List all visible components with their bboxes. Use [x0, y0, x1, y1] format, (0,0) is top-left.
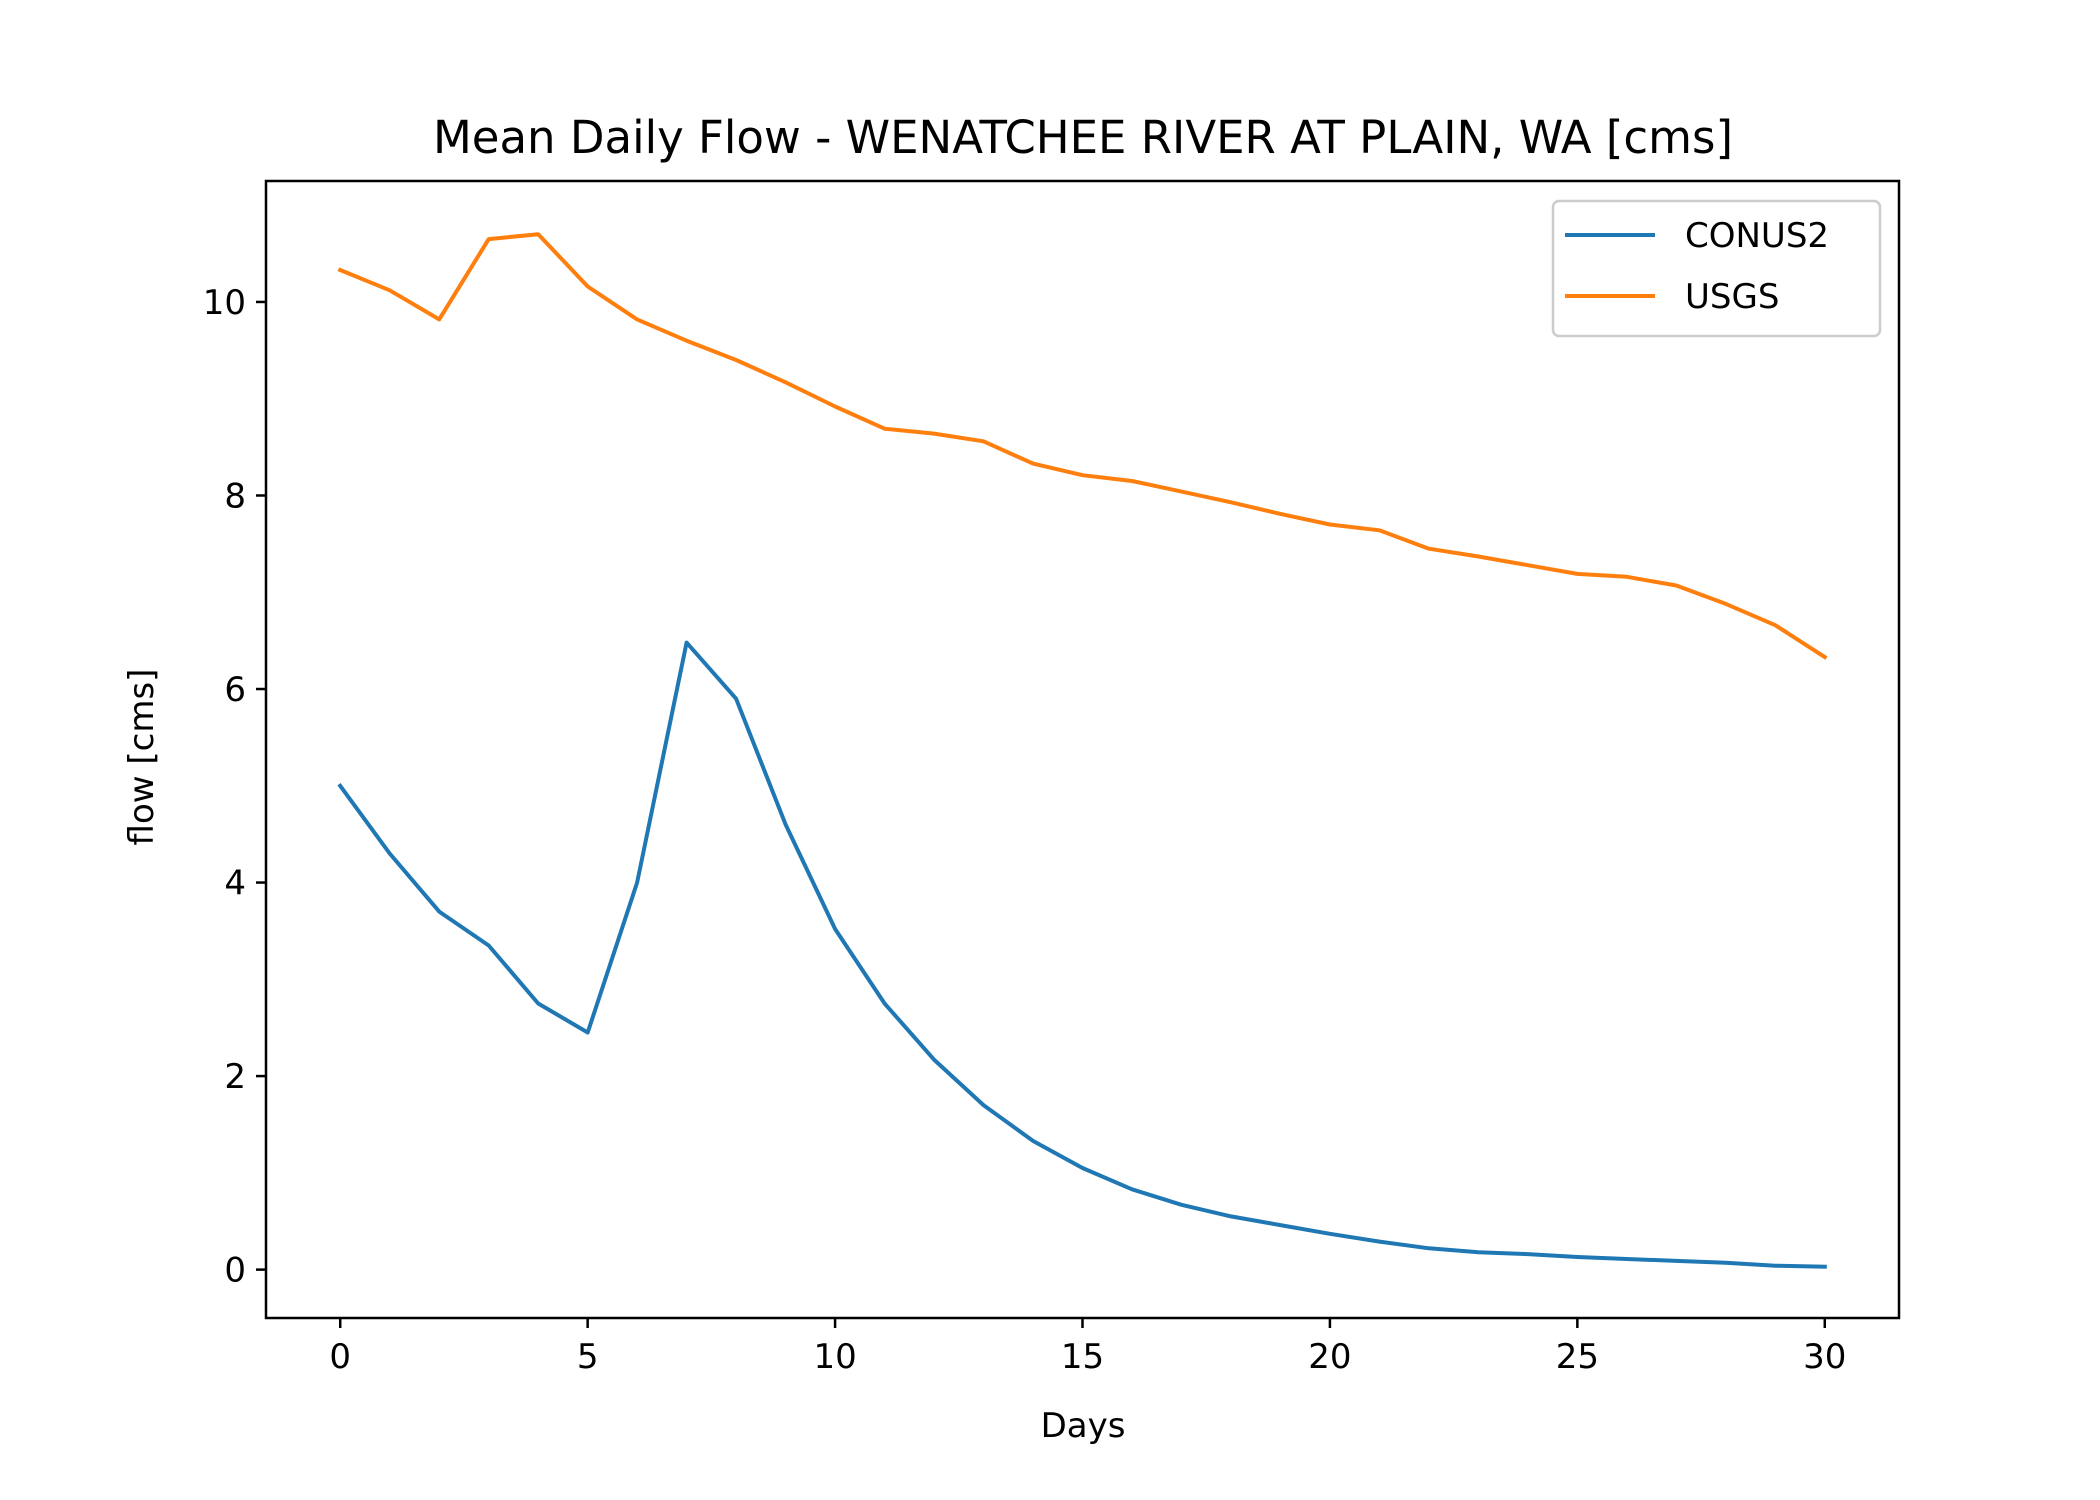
legend-label-conus2: CONUS2: [1685, 216, 1829, 256]
chart-title: Mean Daily Flow - WENATCHEE RIVER AT PLA…: [433, 111, 1733, 164]
y-axis-label: flow [cms]: [122, 669, 162, 846]
x-axis-label: Days: [1041, 1406, 1126, 1446]
x-tick-label: 10: [813, 1337, 856, 1377]
series-line-conus2: [337, 640, 1827, 1269]
x-tick-label: 20: [1308, 1337, 1351, 1377]
plot-area: 0 5 10 15 20 25 30 0 2 4 6 8 10: [203, 179, 1901, 1377]
x-tick-label: 15: [1061, 1337, 1104, 1377]
x-tick-label: 25: [1556, 1337, 1599, 1377]
y-tick-label: 4: [224, 864, 246, 904]
series-line-usgs: [337, 232, 1828, 660]
legend-label-usgs: USGS: [1685, 277, 1779, 317]
x-tick-label: 0: [329, 1337, 351, 1377]
y-tick-label: 2: [224, 1057, 246, 1097]
y-tick-label: 10: [203, 283, 246, 323]
y-tick-label: 0: [224, 1251, 246, 1291]
x-tick-label: 30: [1803, 1337, 1846, 1377]
x-tick-label: 5: [577, 1337, 599, 1377]
y-tick-label: 6: [224, 670, 246, 710]
y-tick-label: 8: [224, 476, 246, 516]
legend: CONUS2 USGS: [1551, 199, 1882, 338]
